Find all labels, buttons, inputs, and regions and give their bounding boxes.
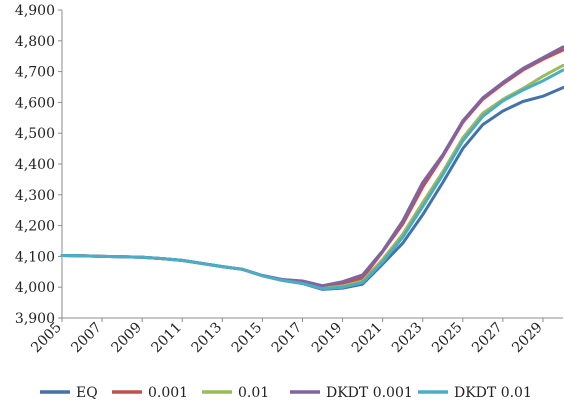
y-tick-label: 4,400	[15, 157, 55, 173]
x-tick-label: 2007	[68, 320, 105, 357]
legend-label: DKDT 0.01	[454, 385, 532, 401]
legend-item: 0.001	[112, 385, 188, 401]
x-tick-label: 2019	[309, 320, 346, 357]
legend-item: DKDT 0.001	[290, 385, 413, 401]
x-tick-label: 2023	[389, 320, 426, 357]
x-tick-label: 2025	[429, 320, 466, 357]
series-line-0	[60, 86, 564, 291]
y-tick-label: 4,700	[15, 65, 55, 81]
y-tick-label: 4,500	[15, 126, 55, 142]
x-tick-label: 2011	[149, 320, 186, 357]
series-line-1	[60, 48, 564, 288]
legend-item: DKDT 0.01	[418, 385, 532, 401]
x-axis-ticks: 2005 2007 2009 2011 2013 2015 2017 2019 2021 2023…	[28, 318, 546, 357]
y-tick-label: 4,800	[15, 34, 55, 50]
x-tick-label: 2021	[349, 320, 386, 357]
x-tick-label: 2029	[509, 320, 546, 357]
y-tick-label: 4,900	[15, 3, 55, 19]
legend-label: EQ	[76, 385, 98, 401]
axes	[61, 10, 563, 319]
y-tick-label: 3,900	[15, 311, 55, 327]
legend-item: 0.01	[202, 385, 269, 401]
legend-item: EQ	[40, 385, 98, 401]
series-line-4	[60, 68, 564, 291]
series-line-3	[60, 45, 564, 288]
x-tick-label: 2009	[108, 320, 145, 357]
y-tick-label: 4,200	[15, 219, 55, 235]
y-axis-ticks: 3,900 4,000 4,100 4,200 4,300 4,400 4,500 4,600…	[15, 3, 62, 327]
legend-label: 0.001	[148, 385, 188, 401]
x-tick-label: 2015	[229, 320, 266, 357]
legend-label: 0.01	[238, 385, 269, 401]
y-tick-label: 4,100	[15, 249, 55, 265]
x-tick-label: 2017	[269, 320, 306, 357]
y-tick-label: 4,600	[15, 95, 55, 111]
x-tick-label: 2027	[469, 320, 506, 357]
x-tick-label: 2013	[189, 320, 226, 357]
series-line-2	[60, 63, 564, 290]
legend-label: DKDT 0.001	[326, 385, 413, 401]
y-tick-label: 4,300	[15, 188, 55, 204]
legend: EQ 0.001 0.01 DKDT 0.001 DKDT 0.01	[40, 385, 532, 401]
y-tick-label: 4,000	[15, 280, 55, 296]
series-lines	[60, 45, 564, 291]
